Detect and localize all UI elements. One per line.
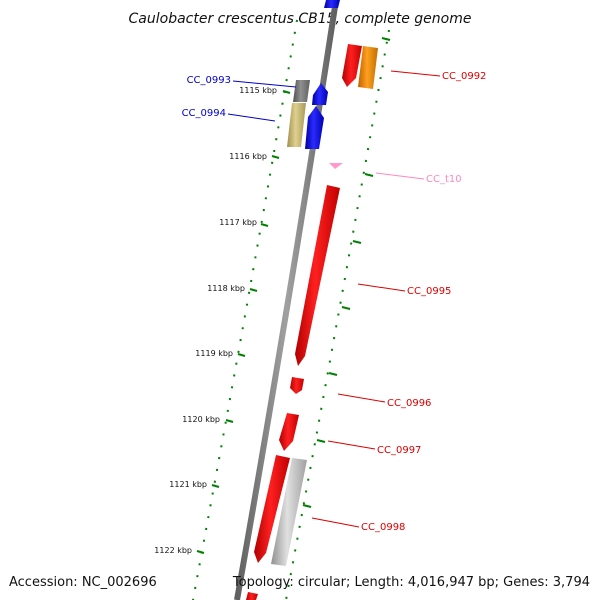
gene-feature-trna[interactable] [329, 163, 343, 169]
tick-mark [211, 484, 220, 488]
gene-label-cc0995[interactable]: CC_0995 [407, 286, 451, 297]
tick-mark [225, 419, 234, 423]
gene-feature-blue-top[interactable] [324, 0, 340, 8]
gene-label-cc0996[interactable]: CC_0996 [387, 398, 431, 409]
gene-label-cc0998[interactable]: CC_0998 [361, 522, 405, 533]
tick-mark [352, 240, 362, 244]
leader-line [227, 113, 276, 122]
genome-title: Caulobacter crescentus CB15, complete ge… [129, 11, 472, 27]
gene-label-cct10[interactable]: CC_t10 [426, 174, 462, 185]
gene-feature-cc0996[interactable] [290, 377, 304, 394]
tick-mark [316, 439, 326, 443]
genome-backbone [234, 0, 339, 600]
leader-line [232, 80, 297, 88]
outer-strand-features [342, 44, 378, 89]
leader-line [375, 172, 425, 180]
tick-label: 1121 kbp [169, 480, 207, 489]
tick-labels: 1115 kbp 1116 kbp 1117 kbp 1118 kbp 1119… [154, 86, 277, 555]
gene-labels: CC_0992 CC_0993 CC_0994 CC_t10 CC_0995 C… [182, 71, 487, 533]
major-ticks [196, 37, 391, 554]
tick-mark [260, 223, 269, 227]
tick-mark [282, 90, 291, 94]
leader-line [311, 517, 360, 528]
tick-mark [364, 173, 374, 177]
gene-feature-cc0994[interactable] [287, 103, 306, 147]
tick-label: 1122 kbp [154, 546, 192, 555]
gene-feature-cc0995[interactable] [295, 185, 340, 366]
tick-mark [237, 353, 246, 357]
leader-lines [227, 70, 441, 528]
gene-label-cc0994[interactable]: CC_0994 [182, 108, 226, 119]
tick-mark [302, 504, 312, 508]
genome-summary-text: Topology: circular; Length: 4,016,947 bp… [232, 575, 590, 590]
tick-mark [196, 550, 205, 554]
gene-feature-cc0992-orange[interactable] [358, 46, 378, 89]
tick-mark [381, 37, 391, 41]
leader-line [390, 70, 441, 77]
tick-mark [328, 372, 338, 376]
leader-line [337, 393, 386, 403]
gene-feature-gray[interactable] [271, 458, 307, 566]
tick-label: 1116 kbp [229, 152, 267, 161]
gene-feature-cc0998[interactable] [254, 455, 290, 563]
gene-feature-cc0993-arrow[interactable] [312, 83, 328, 105]
accession-text: Accession: NC_002696 [9, 575, 157, 590]
gene-feature-cc0993[interactable] [293, 80, 310, 102]
gene-feature-bottom[interactable] [246, 592, 258, 600]
gene-feature-cc0997[interactable] [279, 413, 299, 451]
gene-label-cc0993[interactable]: CC_0993 [187, 75, 231, 86]
tick-label: 1115 kbp [239, 86, 277, 95]
gene-label-cc0997[interactable]: CC_0997 [377, 445, 421, 456]
tick-label: 1119 kbp [195, 349, 233, 358]
tick-mark [341, 306, 351, 310]
gene-feature-cc0992[interactable] [342, 44, 362, 87]
tick-label: 1120 kbp [182, 415, 220, 424]
tick-mark [271, 155, 280, 159]
tick-label: 1118 kbp [207, 284, 245, 293]
leader-line [357, 283, 406, 292]
tick-label: 1117 kbp [219, 218, 257, 227]
gene-label-cc0992[interactable]: CC_0992 [442, 71, 486, 82]
leader-line [327, 440, 376, 450]
inner-strand-features [246, 0, 343, 600]
tick-mark [249, 288, 258, 292]
gene-feature-cc0994-arrow[interactable] [305, 106, 324, 149]
